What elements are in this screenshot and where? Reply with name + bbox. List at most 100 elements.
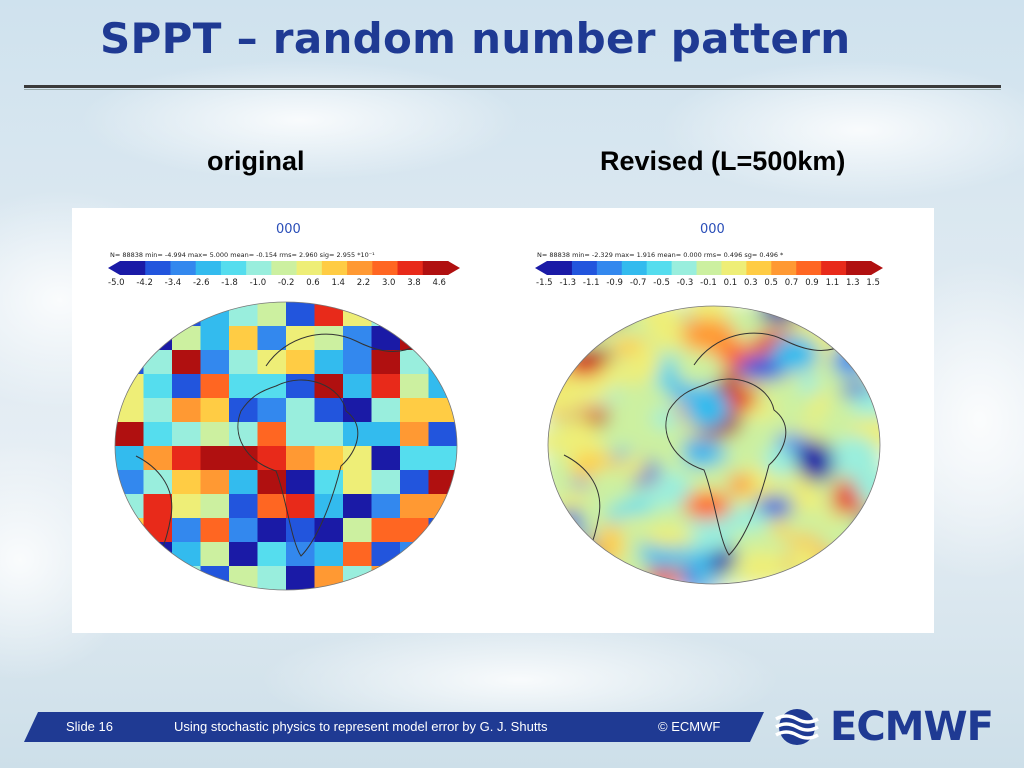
- random-pattern-cell: [172, 518, 202, 543]
- random-pattern-cell: [257, 302, 287, 327]
- random-pattern-blob: [836, 512, 862, 545]
- colorbar-tick-label: 4.6: [432, 278, 446, 288]
- random-pattern-cell: [143, 422, 173, 447]
- colorbar-swatch: [771, 261, 797, 275]
- random-pattern-cell: [400, 542, 430, 567]
- colorbar-arrow-low: [535, 261, 547, 275]
- random-pattern-blob: [631, 343, 662, 383]
- random-pattern-blob: [564, 308, 587, 342]
- colorbar-arrow-high: [448, 261, 460, 275]
- colorbar-tick-label: -4.2: [136, 278, 153, 288]
- random-pattern-cell: [343, 470, 373, 495]
- colorbar-tick-label: -0.3: [676, 278, 694, 288]
- random-pattern-cell: [343, 302, 373, 327]
- random-pattern-blob: [795, 440, 832, 475]
- colorbar-tick-label: 2.2: [356, 278, 371, 288]
- random-pattern-blob: [725, 390, 756, 411]
- slide-number: Slide 16: [66, 719, 113, 734]
- random-pattern-cell: [143, 566, 173, 590]
- random-pattern-blob: [832, 345, 867, 377]
- colorbar-swatch: [296, 261, 323, 275]
- random-pattern-cell: [200, 326, 230, 351]
- random-pattern-cell: [200, 518, 230, 543]
- colorbar-swatch: [846, 261, 872, 275]
- random-pattern-cell: [314, 302, 344, 327]
- random-pattern-cell: [371, 350, 401, 375]
- random-pattern-cell: [371, 446, 401, 471]
- random-pattern-cell: [229, 494, 259, 519]
- random-pattern-cell: [428, 470, 457, 495]
- random-pattern-cell: [314, 446, 344, 471]
- colorbar-tick-label: 1.5: [866, 278, 880, 288]
- continent-outline: [237, 379, 359, 557]
- continent-outline: [693, 332, 845, 366]
- random-pattern-blob: [556, 425, 602, 462]
- random-pattern-cell: [172, 374, 202, 399]
- random-pattern-blob: [789, 544, 823, 579]
- random-pattern-cell: [286, 494, 316, 519]
- random-pattern-blob: [831, 435, 879, 479]
- colorbar-tick-label: -5.0: [108, 278, 125, 288]
- colorbar-tick-label: -1.1: [582, 278, 600, 288]
- random-pattern-cell: [286, 518, 316, 543]
- random-pattern-cell: [172, 326, 202, 351]
- random-pattern-blob: [565, 543, 599, 582]
- random-pattern-cell: [115, 422, 145, 447]
- colorbar-tick-label: -0.1: [700, 278, 717, 288]
- random-pattern-blob: [548, 556, 564, 584]
- random-pattern-blob: [789, 393, 814, 415]
- random-pattern-cell: [343, 518, 373, 543]
- random-pattern-cell: [143, 470, 173, 495]
- random-pattern-blob: [847, 347, 880, 364]
- random-pattern-cell: [314, 398, 344, 423]
- random-pattern-cell: [314, 326, 344, 351]
- colorbar-swatch: [220, 261, 247, 275]
- colorbar-tick-label: -1.3: [559, 278, 577, 288]
- random-pattern-blob: [548, 354, 575, 376]
- random-pattern-blob: [853, 319, 880, 339]
- random-pattern-cell: [257, 326, 287, 351]
- colorbar-arrow-high: [871, 261, 883, 275]
- random-pattern-cell: [257, 566, 287, 590]
- random-pattern-blob: [613, 387, 667, 421]
- random-pattern-cell: [200, 422, 230, 447]
- colorbar-swatch: [145, 261, 171, 275]
- random-pattern-cell: [200, 302, 230, 327]
- random-pattern-cell: [143, 494, 173, 519]
- random-pattern-cell: [286, 470, 316, 495]
- random-pattern-blob: [548, 348, 565, 366]
- random-pattern-cell: [172, 350, 202, 375]
- colorbar-tick-label: -1.0: [249, 278, 267, 288]
- random-pattern-blob: [578, 306, 629, 326]
- colorbar-swatch: [746, 261, 772, 275]
- colorbar-swatch: [571, 261, 598, 275]
- colorbar-tick-label: 0.3: [744, 278, 758, 288]
- random-pattern-cell: [229, 470, 259, 495]
- random-pattern-blob: [780, 510, 830, 534]
- random-pattern-cell: [143, 326, 173, 351]
- colorbar-tick-label: -0.2: [277, 278, 295, 288]
- random-pattern-cell: [143, 350, 173, 375]
- random-pattern-cell: [143, 374, 173, 399]
- colorbar-swatch: [422, 261, 449, 275]
- colorbar-tick-label: -2.6: [192, 278, 210, 288]
- random-pattern-cell: [200, 374, 230, 399]
- random-pattern-blob: [596, 522, 624, 566]
- footer-copyright: © ECMWF: [658, 719, 721, 734]
- random-pattern-cell: [172, 470, 202, 495]
- random-pattern-blob: [648, 310, 690, 349]
- random-pattern-cell: [428, 350, 457, 375]
- random-pattern-blob: [559, 306, 607, 329]
- random-pattern-cell: [371, 398, 401, 423]
- random-pattern-blob: [548, 471, 573, 496]
- random-pattern-cell: [400, 494, 430, 519]
- random-pattern-blob: [556, 313, 610, 334]
- random-pattern-cell: [286, 422, 316, 447]
- colorbar-tick-label: 0.9: [805, 278, 819, 288]
- random-pattern-cell: [286, 302, 316, 327]
- random-pattern-blob: [548, 326, 600, 347]
- revised-colorbar-ticks: -1.5 -1.3 -1.1 -0.9 -0.7 -0.5 -0.3 -0.1 0.1 0.3 0.…: [536, 278, 880, 288]
- random-pattern-cell: [343, 542, 373, 567]
- random-pattern-cell: [200, 398, 230, 423]
- colorbar-tick-label: 3.8: [407, 278, 421, 288]
